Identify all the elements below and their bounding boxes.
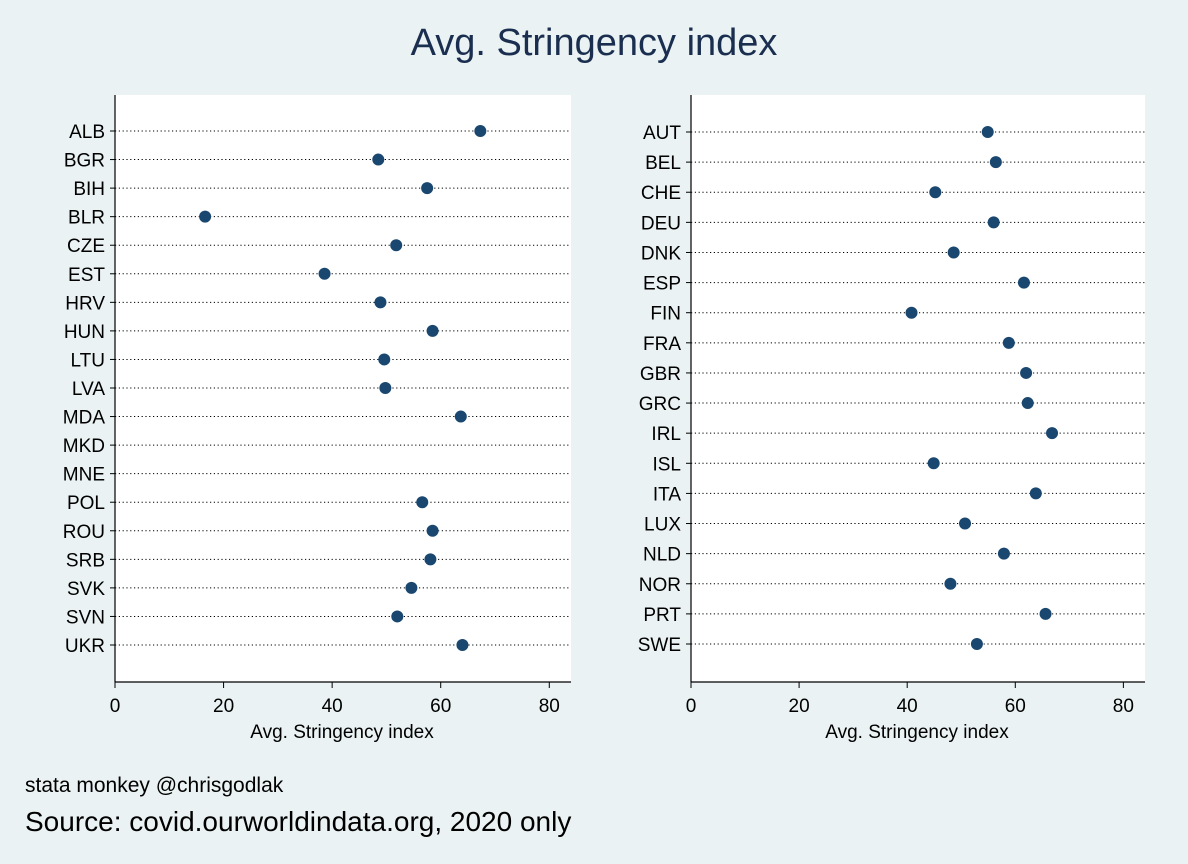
data-point — [391, 610, 404, 623]
data-point — [379, 382, 392, 394]
category-label: PRT — [643, 605, 681, 626]
x-tick-label: 40 — [322, 696, 343, 717]
x-tick-label: 80 — [1113, 696, 1134, 717]
right-panel: AUT BEL CHE DEU DNK ESP FIN FRA GBR GRC IRL ISL ITA L… — [638, 95, 1145, 743]
category-label: HUN — [64, 322, 105, 343]
data-point — [421, 182, 434, 195]
category-label: BGR — [64, 151, 105, 172]
data-point — [1002, 336, 1015, 349]
data-point — [929, 186, 942, 199]
category-label: MDA — [63, 408, 106, 429]
category-label: SWE — [638, 635, 681, 656]
category-label: POL — [67, 493, 105, 514]
x-axis-title: Avg. Stringency index — [250, 722, 434, 743]
data-point — [905, 306, 918, 319]
data-point — [981, 126, 994, 138]
category-label: ALB — [69, 122, 105, 143]
plot-area — [691, 95, 1145, 682]
x-axis-title: Avg. Stringency index — [825, 722, 1009, 743]
category-label: LTU — [71, 350, 105, 371]
left-panel: ALB BGR BIH BLR CZE EST HRV HUN LTU LVA MDA MKD MNE P… — [63, 95, 571, 743]
data-point — [1021, 397, 1034, 410]
data-point — [927, 457, 940, 470]
category-label: SRB — [66, 550, 105, 571]
data-point — [989, 156, 1002, 169]
x-tick-label: 0 — [686, 696, 697, 717]
data-point — [1020, 366, 1033, 379]
category-label: EST — [68, 265, 105, 286]
category-label: ESP — [643, 274, 681, 295]
category-label: BLR — [68, 208, 105, 229]
category-label: FIN — [650, 304, 681, 325]
data-point — [1017, 276, 1030, 289]
category-label: BIH — [73, 179, 105, 200]
category-label: HRV — [65, 293, 105, 314]
data-point — [416, 496, 429, 509]
x-tick-label: 20 — [213, 696, 234, 717]
category-label: IRL — [651, 424, 681, 445]
category-label: UKR — [65, 636, 105, 657]
x-tick-label: 0 — [110, 696, 121, 717]
x-tick-label: 60 — [430, 696, 451, 717]
category-label: CHE — [641, 183, 681, 204]
data-point — [970, 638, 983, 650]
data-point — [454, 410, 467, 423]
category-label: GRC — [639, 394, 681, 415]
category-label: MNE — [63, 465, 105, 486]
credit-text: stata monkey @chrisgodlak — [25, 774, 284, 797]
category-label: SVN — [66, 607, 105, 628]
data-point — [1029, 487, 1042, 500]
data-point — [987, 216, 1000, 229]
data-point — [390, 239, 403, 252]
category-label: ROU — [63, 522, 105, 543]
category-label: LUX — [644, 515, 681, 536]
data-point — [424, 553, 437, 566]
category-label: BEL — [645, 153, 681, 174]
data-point — [318, 267, 331, 280]
x-tick-label: 20 — [789, 696, 810, 717]
data-point — [374, 296, 387, 309]
category-label: LVA — [72, 379, 105, 400]
x-tick-label: 60 — [1005, 696, 1026, 717]
category-label: NOR — [639, 575, 681, 596]
x-tick-label: 80 — [539, 696, 560, 717]
category-label: FRA — [643, 334, 681, 355]
data-point — [959, 517, 972, 530]
category-label: AUT — [643, 123, 681, 144]
category-label: GBR — [640, 364, 681, 385]
data-point — [372, 153, 385, 166]
data-point — [456, 639, 469, 651]
data-point — [944, 577, 957, 590]
data-point — [997, 547, 1010, 560]
data-point — [199, 210, 212, 223]
category-label: SVK — [67, 579, 105, 600]
category-label: ITA — [653, 484, 681, 505]
data-point — [378, 353, 391, 366]
data-point — [947, 246, 960, 259]
source-text: Source: covid.ourworldindata.org, 2020 o… — [25, 806, 572, 837]
data-point — [1046, 427, 1059, 440]
data-point — [426, 324, 439, 337]
category-label: NLD — [643, 545, 681, 566]
category-label: MKD — [63, 436, 105, 457]
data-point — [405, 581, 418, 594]
data-point — [474, 125, 487, 137]
x-tick-label: 40 — [897, 696, 918, 717]
chart-title: Avg. Stringency index — [410, 22, 778, 64]
category-label: ISL — [652, 454, 681, 475]
category-label: DEU — [641, 213, 681, 234]
data-point — [426, 524, 439, 537]
category-label: DNK — [641, 243, 681, 264]
category-label: CZE — [67, 236, 105, 257]
data-point — [1039, 607, 1052, 620]
